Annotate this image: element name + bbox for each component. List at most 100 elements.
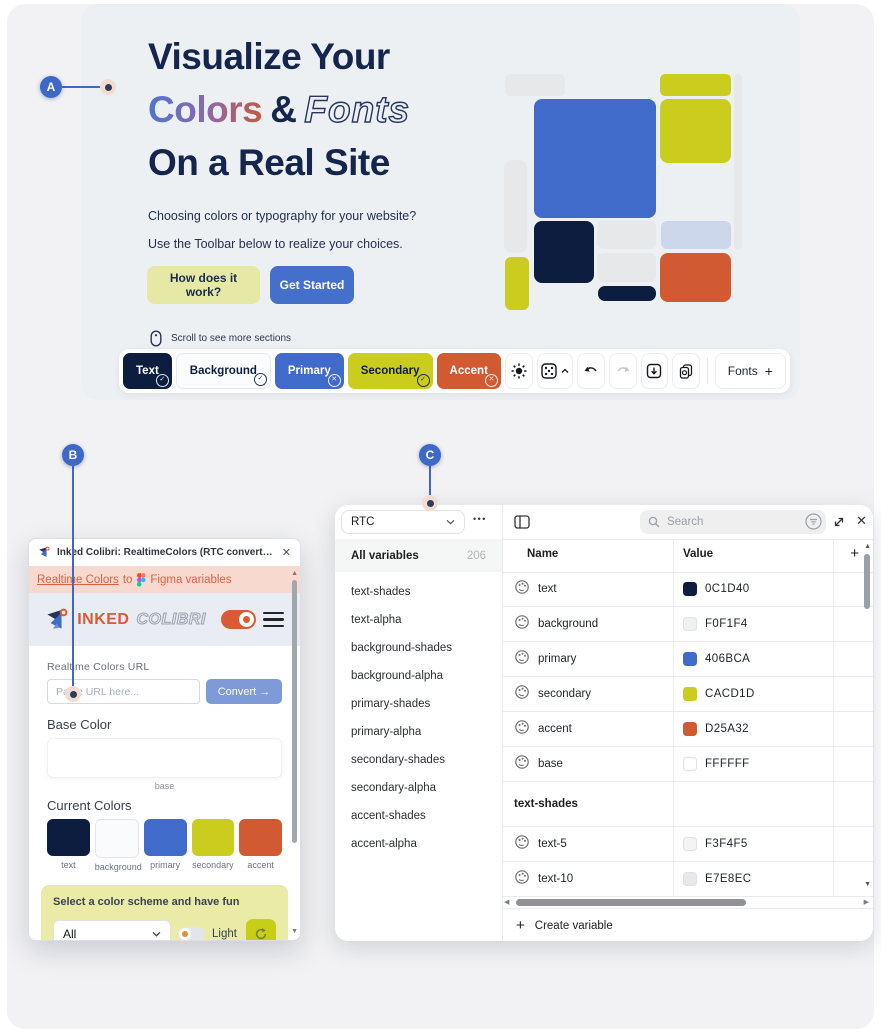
variable-row[interactable]: primary 406BCA: [502, 642, 873, 677]
create-variable-label: Create variable: [534, 919, 613, 932]
theme-toggle[interactable]: [178, 926, 205, 940]
value-hex: 406BCA: [705, 653, 751, 665]
current-colors-row: text background primary secondary accent: [47, 819, 282, 872]
extension-body: Realtime Colors URL Convert → Base Color…: [29, 661, 300, 940]
palette-icon: [515, 869, 529, 884]
sidebar-item-accent-shades[interactable]: accent-shades: [351, 810, 426, 822]
variable-value: CACD1D: [683, 687, 755, 701]
hero-preview: Visualize Your Colors & Fonts On a Real Si…: [81, 4, 800, 400]
extension-banner: Realtime Colors to Figma variables: [29, 566, 300, 593]
filter-icon[interactable]: [805, 513, 822, 530]
variable-row[interactable]: secondary CACD1D: [502, 677, 873, 712]
extension-toggle[interactable]: [220, 610, 256, 629]
scroll-down-icon[interactable]: ▼: [864, 881, 871, 888]
scroll-hint-label: Scroll to see more sections: [171, 333, 292, 344]
value-swatch: [683, 582, 697, 596]
scroll-up-icon[interactable]: ▲: [864, 543, 871, 550]
palette-icon: [515, 649, 529, 664]
mosaic-tile: [505, 257, 529, 310]
undo-button[interactable]: [577, 353, 605, 389]
variable-row[interactable]: accent D25A32: [502, 712, 873, 747]
hero-title-line3: On a Real Site: [148, 142, 390, 183]
sidebar-item-primary-shades[interactable]: primary-shades: [351, 698, 431, 710]
chip-secondary[interactable]: Secondary ✓: [347, 353, 433, 389]
chip-text[interactable]: Text ✓: [123, 353, 172, 389]
swatch-label: primary: [150, 860, 181, 870]
brightness-button[interactable]: [504, 353, 533, 389]
sidebar-item-text-shades[interactable]: text-shades: [351, 586, 411, 598]
redo-button[interactable]: [608, 353, 637, 389]
callout-badge-a: A: [40, 76, 62, 98]
variable-row[interactable]: background F0F1F4: [502, 607, 873, 642]
sidebar-toggle-icon[interactable]: [514, 515, 530, 529]
download-button[interactable]: [640, 353, 669, 389]
scroll-up-icon[interactable]: ▲: [291, 570, 298, 577]
base-color-swatch[interactable]: [47, 738, 282, 778]
variable-row[interactable]: base FFFFFF: [502, 747, 873, 782]
chevron-up-icon: [561, 368, 569, 373]
fonts-button[interactable]: Fonts +: [714, 353, 786, 389]
chip-label: Primary: [287, 365, 331, 377]
extension-titlebar: Inked Colibri: RealtimeColors (RTC conve…: [29, 539, 300, 566]
scroll-down-icon[interactable]: ▼: [291, 928, 298, 935]
color-swatch[interactable]: [47, 819, 90, 856]
color-swatch[interactable]: [191, 819, 235, 856]
scroll-right-icon[interactable]: ▶: [863, 899, 869, 906]
value-hex: CACD1D: [705, 688, 755, 700]
value-swatch: [683, 757, 697, 771]
color-swatch[interactable]: [94, 819, 139, 858]
color-swatch[interactable]: [143, 819, 187, 856]
variable-row[interactable]: text 0C1D40: [502, 572, 873, 607]
sidebar-item-text-alpha[interactable]: text-alpha: [351, 614, 402, 626]
palette-icon: [515, 579, 529, 594]
sidebar-item-secondary-alpha[interactable]: secondary-alpha: [351, 782, 437, 794]
expand-icon[interactable]: [832, 515, 846, 529]
search-input[interactable]: [665, 515, 789, 529]
undo-icon: [584, 366, 597, 372]
get-started-button[interactable]: Get Started: [270, 266, 354, 304]
sidebar-item-secondary-shades[interactable]: secondary-shades: [351, 754, 445, 766]
more-options-icon[interactable]: •••: [473, 514, 487, 524]
vscroll-thumb[interactable]: [864, 554, 870, 609]
chip-background[interactable]: Background ✓: [175, 353, 271, 389]
callout-dot-a: [100, 79, 116, 95]
sidebar-item-primary-alpha[interactable]: primary-alpha: [351, 726, 422, 738]
realtime-colors-link[interactable]: Realtime Colors: [37, 573, 119, 586]
extension-scrollbar[interactable]: [292, 580, 297, 843]
toolbar-chips: Text ✓ Background ✓ Primary ✕ Secondary ✓ Accent…: [123, 353, 501, 389]
variable-row[interactable]: text-10 E7E8EC: [502, 862, 873, 897]
variable-row[interactable]: text-5 F3F4F5: [502, 827, 873, 862]
randomize-button[interactable]: [536, 353, 574, 389]
hero-title-line2: Colors & Fonts: [148, 83, 410, 136]
all-variables-label: All variables: [351, 549, 419, 562]
copy-link-button[interactable]: [672, 353, 700, 389]
color-swatch[interactable]: [239, 819, 282, 856]
close-icon[interactable]: ✕: [281, 547, 291, 559]
scheme-select[interactable]: All: [53, 919, 171, 940]
scroll-left-icon[interactable]: ◀: [504, 899, 510, 906]
chip-accent[interactable]: Accent ✕: [436, 353, 501, 389]
palette-icon: [515, 834, 529, 849]
chevron-down-icon: [446, 519, 455, 525]
add-variable-icon[interactable]: +: [850, 545, 859, 562]
collection-dropdown[interactable]: RTC: [341, 510, 465, 534]
value-hex: F3F4F5: [705, 838, 748, 850]
sidebar-item-background-shades[interactable]: background-shades: [351, 642, 453, 654]
how-it-works-button[interactable]: How does it work?: [147, 266, 260, 304]
banner-suffix-text: Figma variables: [150, 573, 232, 586]
hamburger-menu-icon[interactable]: [262, 611, 284, 628]
close-icon[interactable]: ✕: [856, 513, 867, 528]
swatch-label: secondary: [192, 860, 234, 870]
refresh-button[interactable]: [246, 919, 276, 940]
search-field[interactable]: [640, 510, 826, 534]
swatch-label: text: [61, 860, 76, 870]
chip-primary[interactable]: Primary ✕: [274, 353, 344, 389]
theme-toggle-label: Light: [212, 927, 237, 940]
convert-button[interactable]: Convert →: [206, 679, 282, 704]
sidebar-item-all-variables[interactable]: All variables 206: [335, 539, 502, 572]
hscroll-thumb[interactable]: [516, 899, 746, 906]
sidebar-item-accent-alpha[interactable]: accent-alpha: [351, 838, 417, 850]
variable-name: text: [538, 583, 557, 595]
sidebar-item-background-alpha[interactable]: background-alpha: [351, 670, 444, 682]
create-variable-button[interactable]: + Create variable: [502, 908, 873, 941]
